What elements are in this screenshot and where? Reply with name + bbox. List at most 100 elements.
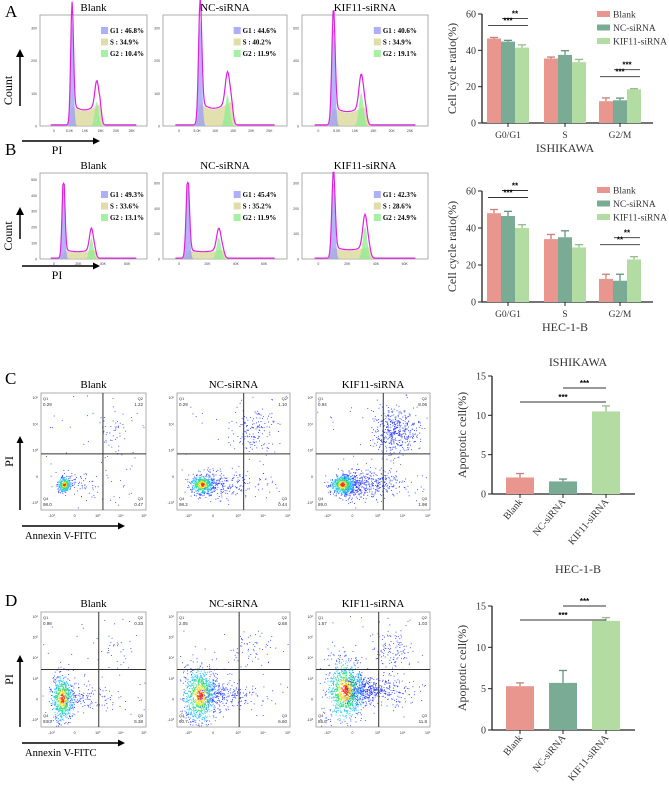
event-dot xyxy=(200,698,202,700)
event-dot xyxy=(186,698,188,699)
event-dot xyxy=(248,648,250,650)
event-dot xyxy=(195,721,197,723)
event-dot xyxy=(372,439,374,441)
event-dot xyxy=(371,410,373,411)
event-dot xyxy=(59,690,61,692)
quadrant-name: Q4 xyxy=(179,496,185,501)
event-dot xyxy=(195,675,197,677)
event-dot xyxy=(390,446,392,448)
event-dot xyxy=(196,661,198,663)
event-dot xyxy=(340,489,342,491)
event-dot xyxy=(48,720,49,722)
event-dot xyxy=(385,437,387,439)
event-dot xyxy=(401,444,403,446)
event-dot xyxy=(61,482,63,484)
event-dot xyxy=(348,485,350,487)
event-dot xyxy=(259,460,261,462)
event-dot xyxy=(267,645,269,646)
event-dot xyxy=(196,677,198,678)
event-dot xyxy=(396,420,398,422)
event-dot xyxy=(63,484,64,486)
event-dot xyxy=(360,496,362,498)
event-dot xyxy=(59,700,61,702)
event-dot xyxy=(196,479,198,481)
event-dot xyxy=(61,480,63,482)
event-dot xyxy=(55,692,57,694)
event-dot xyxy=(191,488,193,490)
event-dot xyxy=(209,484,211,486)
g1-phase-area xyxy=(175,183,275,259)
event-dot xyxy=(231,673,233,675)
event-dot xyxy=(193,488,195,490)
event-dot xyxy=(57,684,58,686)
event-dot xyxy=(379,478,381,480)
event-dot xyxy=(57,676,59,678)
event-dot xyxy=(345,496,347,498)
event-dot xyxy=(69,722,71,723)
event-dot xyxy=(387,438,389,440)
event-dot xyxy=(65,478,67,480)
event-dot xyxy=(348,479,349,481)
event-dot xyxy=(372,487,374,489)
event-dot xyxy=(201,479,203,480)
event-dot xyxy=(200,486,201,488)
event-dot xyxy=(72,705,74,707)
event-dot xyxy=(59,485,61,487)
event-dot xyxy=(342,485,344,487)
event-dot xyxy=(45,711,47,713)
event-dot xyxy=(200,485,202,487)
event-dot xyxy=(65,700,67,702)
event-dot xyxy=(344,484,346,486)
event-dot xyxy=(180,680,182,682)
event-dot xyxy=(69,689,71,691)
event-dot xyxy=(64,489,66,491)
event-dot xyxy=(227,693,229,695)
event-dot xyxy=(61,686,63,688)
plot-title: Blank xyxy=(80,379,107,391)
event-dot xyxy=(214,706,216,708)
event-dot xyxy=(348,482,350,484)
event-dot xyxy=(258,489,260,491)
event-dot xyxy=(208,691,210,693)
event-dot xyxy=(413,441,415,443)
event-dot xyxy=(348,490,350,492)
event-dot xyxy=(210,484,212,485)
event-dot xyxy=(402,480,404,482)
event-dot xyxy=(66,705,68,707)
event-dot xyxy=(210,691,212,693)
event-dot xyxy=(351,488,353,490)
event-dot xyxy=(392,422,394,424)
event-dot xyxy=(206,678,208,680)
event-dot xyxy=(64,723,66,725)
quadrant-percentage: 1.22 xyxy=(134,402,143,407)
event-dot xyxy=(337,479,339,481)
event-dot xyxy=(210,684,212,686)
event-dot xyxy=(405,422,407,424)
event-dot xyxy=(59,671,61,673)
event-dot xyxy=(222,484,224,486)
event-dot xyxy=(58,725,60,727)
event-dot xyxy=(335,485,336,487)
event-dot xyxy=(223,693,224,695)
event-dot xyxy=(114,429,116,431)
event-dot xyxy=(209,680,211,682)
event-dot xyxy=(399,439,400,441)
event-dot xyxy=(379,477,381,479)
event-dot xyxy=(375,474,377,476)
event-dot xyxy=(61,685,63,687)
event-dot xyxy=(191,672,193,674)
event-dot xyxy=(357,490,359,492)
event-dot xyxy=(283,651,284,652)
event-dot xyxy=(62,482,63,484)
event-dot xyxy=(220,483,222,484)
event-dot xyxy=(388,429,390,431)
event-dot xyxy=(199,485,201,487)
event-dot xyxy=(368,485,370,487)
event-dot xyxy=(206,679,208,681)
event-dot xyxy=(79,488,81,490)
event-dot xyxy=(203,489,205,491)
event-dot xyxy=(343,481,345,483)
event-dot xyxy=(393,423,395,425)
event-dot xyxy=(203,675,205,677)
event-dot xyxy=(415,415,417,417)
